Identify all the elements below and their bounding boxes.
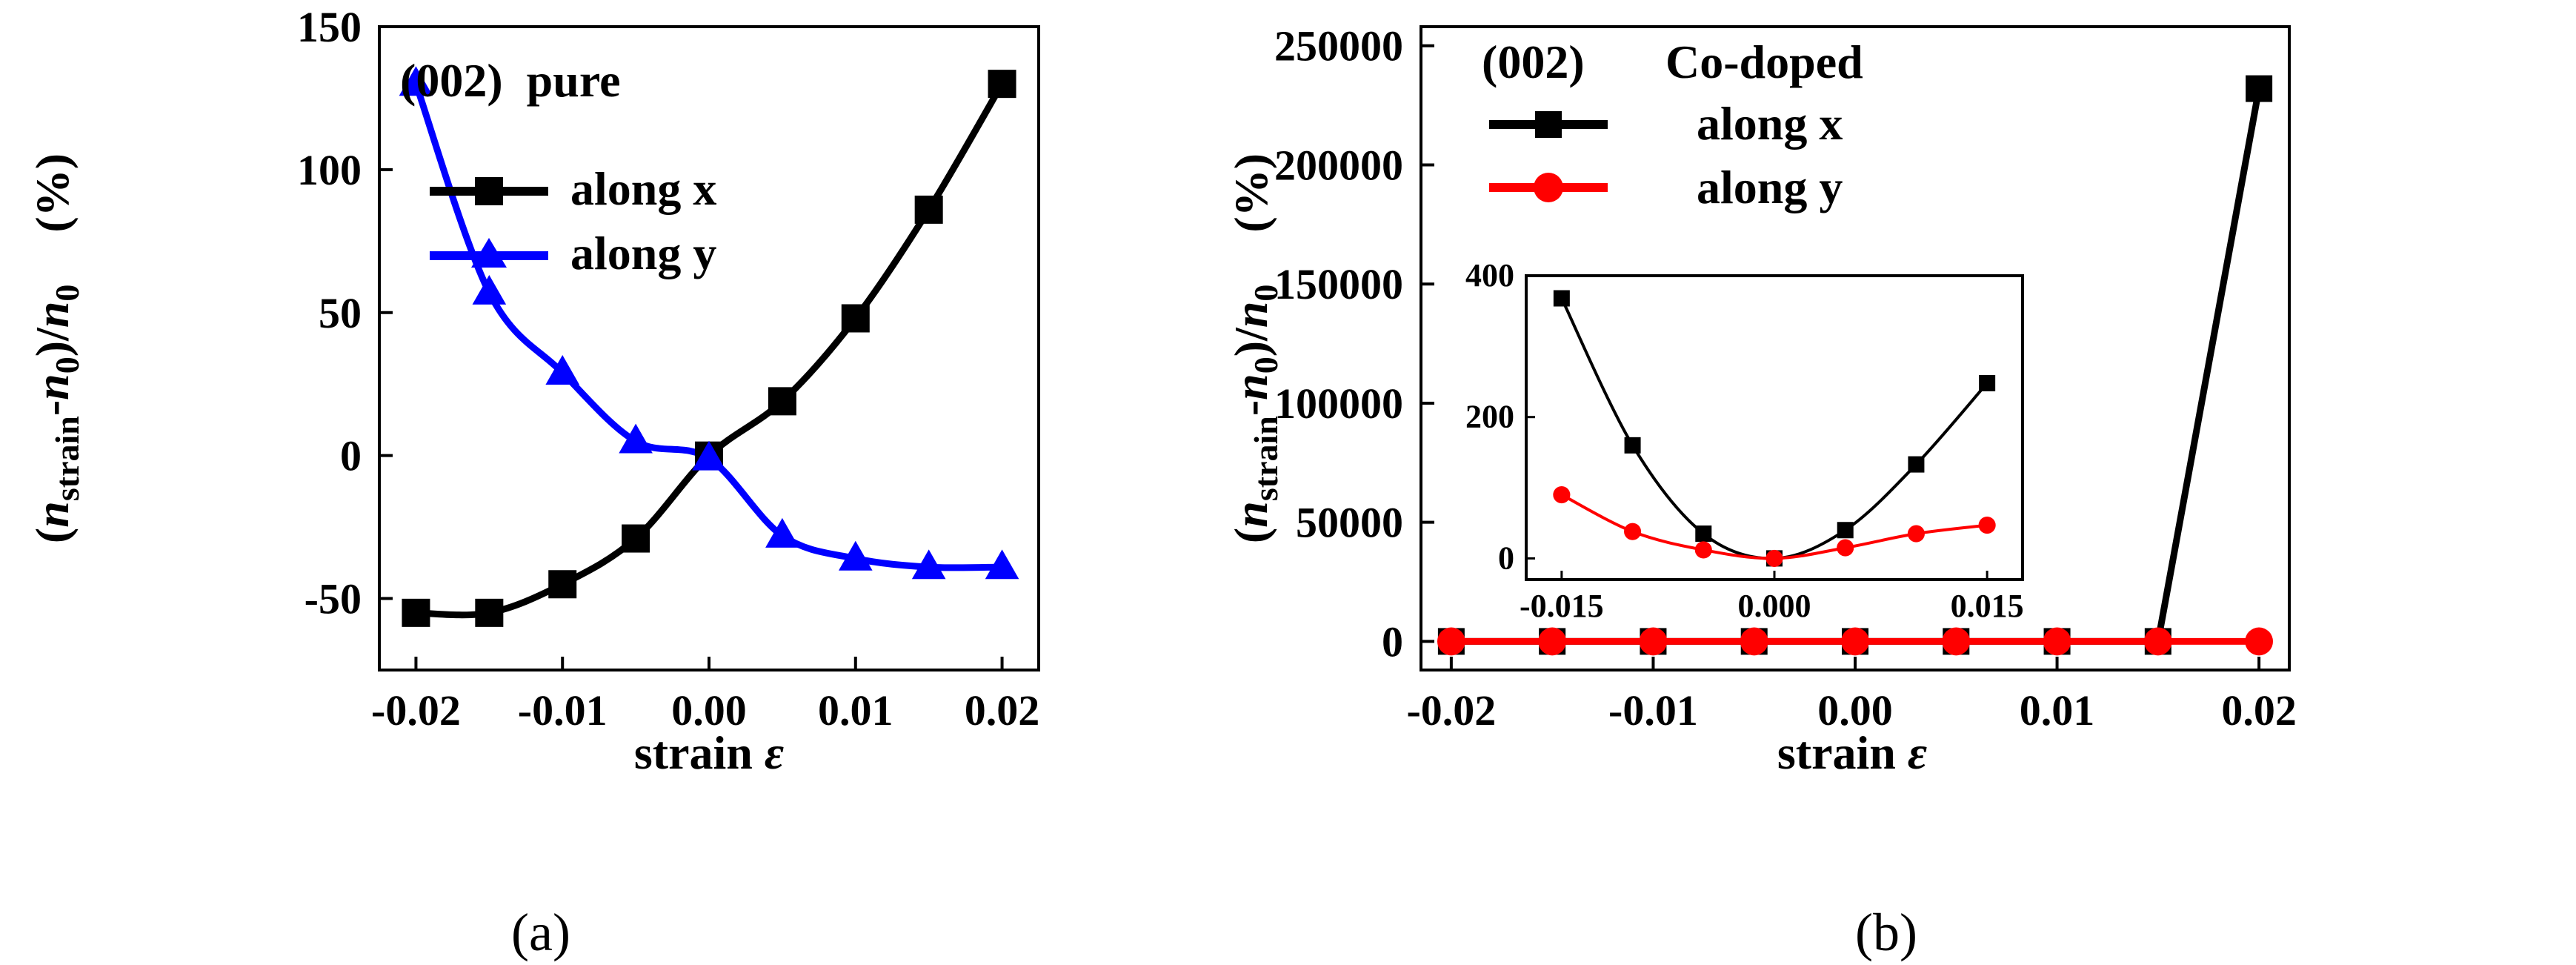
panel-b-xlabel: strain ε bbox=[1777, 726, 1927, 779]
inset-xtick-label: 0.000 bbox=[1738, 588, 1811, 624]
panel-b-xtick-label: 0.00 bbox=[1817, 686, 1893, 734]
panel-a-xtick-label: -0.01 bbox=[518, 686, 608, 734]
panel-b-xtick-label: -0.02 bbox=[1406, 686, 1496, 734]
panel-a-ylabel: (nstrain-n0)/n0(%) bbox=[26, 153, 86, 543]
panel-a-series-line-along-y bbox=[413, 82, 1002, 571]
panel-a-xtick-label: 0.01 bbox=[818, 686, 893, 734]
inset-point-along-x bbox=[1837, 522, 1854, 539]
panel-b-annotation-2: Co-doped bbox=[1665, 36, 1863, 88]
panel-b-point-along-y bbox=[2245, 627, 2274, 656]
panel-a-point-along-x bbox=[914, 195, 943, 224]
legend-b-marker-y bbox=[1534, 173, 1563, 202]
inset-point-along-y bbox=[1837, 539, 1854, 557]
inset-point-along-y bbox=[1907, 525, 1925, 543]
panel-b-xtick-label: 0.01 bbox=[2020, 686, 2095, 734]
panel-a-chart: -0.02 -0.01 0.00 0.01 0.02 -50 0 50 100 150 (002)… bbox=[26, 3, 1040, 962]
inset-xtick-label: 0.015 bbox=[1951, 588, 2024, 624]
inset-point-along-x bbox=[1624, 437, 1641, 454]
inset-xtick-label: -0.015 bbox=[1520, 588, 1604, 624]
panel-a-point-along-y bbox=[545, 355, 580, 385]
panel-a-point-along-y bbox=[838, 540, 873, 571]
panel-b-ytick-label: 50000 bbox=[1296, 499, 1403, 547]
panel-b-annotation: (002) bbox=[1482, 36, 1585, 88]
panel-a-xlabel: strain ε bbox=[634, 726, 784, 779]
panel-b-point-along-y bbox=[1639, 627, 1668, 656]
panel-a-point-along-y bbox=[619, 423, 653, 454]
panel-a-point-along-x bbox=[841, 304, 870, 333]
panel-a-point-along-y bbox=[985, 549, 1019, 580]
panel-b-point-along-x bbox=[2246, 75, 2273, 102]
panel-b-inset: -0.015 0.000 0.015 0 200 400 bbox=[1465, 257, 2024, 624]
panel-a-caption: (a) bbox=[511, 903, 570, 962]
panel-a-point-along-y bbox=[399, 66, 433, 96]
panel-a-ytick-label: 50 bbox=[319, 289, 362, 337]
inset-point-along-y bbox=[1765, 549, 1783, 567]
panel-b-point-along-y bbox=[1841, 627, 1869, 656]
panel-a-xtick-label: -0.02 bbox=[371, 686, 461, 734]
panel-b-point-along-y bbox=[1942, 627, 1971, 656]
panel-b-chart: -0.02 -0.01 0.00 0.01 0.02 0 50000 100000 150000… bbox=[1225, 22, 2297, 962]
panel-b-ytick-label: 250000 bbox=[1274, 22, 1403, 70]
panel-b-caption: (b) bbox=[1855, 903, 1917, 962]
legend-b-marker-x bbox=[1535, 111, 1562, 138]
legend-a-label-y: along y bbox=[570, 227, 716, 279]
panel-a-point-along-x bbox=[475, 598, 504, 627]
panel-b-point-along-y bbox=[1437, 627, 1465, 656]
panel-a-point-along-x bbox=[548, 570, 577, 599]
inset-point-along-y bbox=[1978, 517, 1996, 534]
panel-a-point-along-x bbox=[622, 524, 650, 553]
panel-b-point-along-y bbox=[2143, 627, 2172, 656]
panel-a-ytick-label: -50 bbox=[304, 575, 362, 623]
legend-a-marker-y bbox=[471, 238, 507, 268]
panel-b-ytick-label: 100000 bbox=[1274, 379, 1403, 428]
panel-b-xtick-label: 0.02 bbox=[2221, 686, 2297, 734]
inset-point-along-x bbox=[1695, 525, 1712, 543]
panel-b-point-along-y bbox=[1740, 627, 1768, 656]
panel-a-point-along-y bbox=[692, 440, 726, 471]
panel-b-ytick-label: 150000 bbox=[1274, 260, 1403, 308]
panel-a-point-along-y bbox=[472, 275, 507, 305]
inset-point-along-x bbox=[1979, 374, 1996, 391]
panel-a-annotation: (002) pure bbox=[400, 54, 620, 107]
panel-b-ytick-label: 200000 bbox=[1274, 141, 1403, 189]
panel-a-point-along-x bbox=[768, 387, 796, 416]
panel-a-point-along-x bbox=[988, 70, 1016, 99]
panel-a-ytick-label: 150 bbox=[297, 3, 362, 51]
legend-b-label-y: along y bbox=[1697, 161, 1843, 213]
legend-b-label-x: along x bbox=[1697, 97, 1843, 150]
panel-a-xtick-label: 0.00 bbox=[671, 686, 747, 734]
panel-b-point-along-y bbox=[1538, 627, 1567, 656]
inset-point-along-y bbox=[1694, 541, 1712, 559]
inset-frame bbox=[1525, 274, 2024, 581]
panel-a-xtick-label: 0.02 bbox=[965, 686, 1040, 734]
inset-ytick-label: 200 bbox=[1465, 399, 1514, 435]
inset-point-along-y bbox=[1553, 486, 1571, 504]
legend-a-marker-x bbox=[475, 177, 503, 205]
panel-b-ytick-label: 0 bbox=[1382, 617, 1403, 666]
inset-ytick-label: 400 bbox=[1465, 257, 1514, 294]
panel-b-point-along-y bbox=[2043, 627, 2071, 656]
panel-a-point-along-y bbox=[765, 517, 799, 548]
panel-b-ylabel: (nstrain-n0)/n0(%) bbox=[1225, 153, 1285, 543]
panel-b-xtick-label: -0.01 bbox=[1608, 686, 1698, 734]
inset-point-along-x bbox=[1553, 290, 1570, 307]
panel-a-point-along-y bbox=[911, 549, 946, 580]
inset-point-along-y bbox=[1624, 523, 1642, 540]
panel-a-ytick-label: 100 bbox=[297, 146, 362, 194]
panel-a-ytick-label: 0 bbox=[340, 432, 362, 480]
inset-point-along-x bbox=[1908, 456, 1925, 473]
legend-a-label-x: along x bbox=[570, 162, 716, 215]
panel-a-point-along-x bbox=[402, 598, 430, 627]
inset-ytick-label: 0 bbox=[1498, 540, 1514, 576]
